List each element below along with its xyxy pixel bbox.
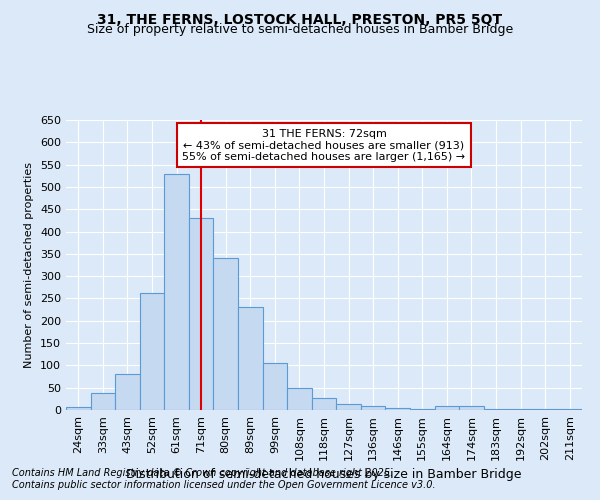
Bar (336, 404, 361, 410)
Bar (410, 408, 434, 410)
Bar (164, 174, 189, 410)
Text: Contains HM Land Registry data © Crown copyright and database right 2025.: Contains HM Land Registry data © Crown c… (12, 468, 393, 477)
Bar (189, 218, 214, 410)
Text: 31, THE FERNS, LOSTOCK HALL, PRESTON, PR5 5QT: 31, THE FERNS, LOSTOCK HALL, PRESTON, PR… (97, 12, 503, 26)
Bar (484, 408, 508, 410)
Text: Contains public sector information licensed under the Open Government Licence v3: Contains public sector information licen… (12, 480, 436, 490)
Bar (557, 408, 582, 410)
Text: Size of property relative to semi-detached houses in Bamber Bridge: Size of property relative to semi-detach… (87, 22, 513, 36)
Bar (533, 409, 557, 410)
Text: 31 THE FERNS: 72sqm
← 43% of semi-detached houses are smaller (913)
55% of semi-: 31 THE FERNS: 72sqm ← 43% of semi-detach… (182, 128, 466, 162)
Bar (287, 388, 312, 410)
Bar (385, 408, 410, 410)
Bar (508, 409, 533, 410)
Bar (361, 406, 385, 410)
Bar (140, 293, 164, 410)
Bar (238, 308, 263, 410)
Bar (263, 363, 287, 410)
Bar (312, 398, 336, 410)
X-axis label: Distribution of semi-detached houses by size in Bamber Bridge: Distribution of semi-detached houses by … (126, 468, 522, 481)
Bar (66, 408, 91, 410)
Bar (214, 258, 238, 410)
Bar (459, 406, 484, 410)
Y-axis label: Number of semi-detached properties: Number of semi-detached properties (25, 162, 34, 368)
Bar (434, 406, 459, 410)
Bar (115, 374, 140, 410)
Bar (91, 394, 115, 410)
